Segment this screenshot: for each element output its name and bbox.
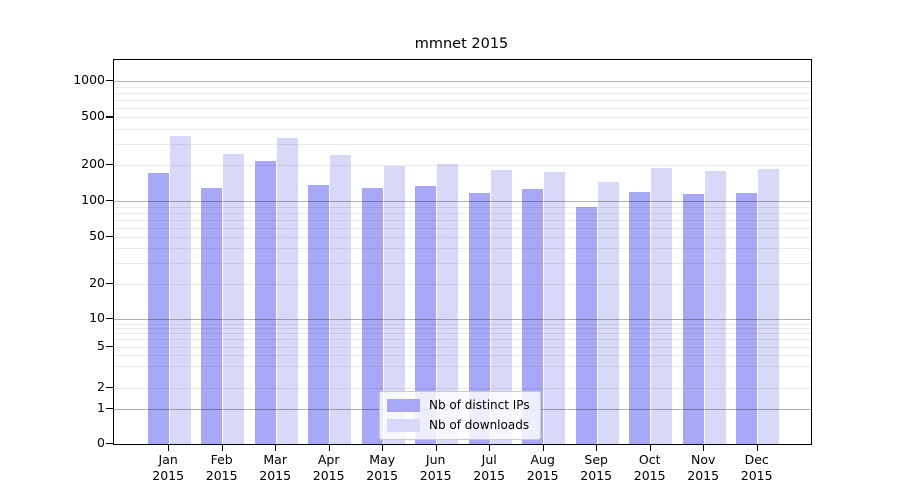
y-tick-mark-5 [106, 346, 113, 348]
bar-downloads-apr [330, 155, 352, 445]
bars-layer [114, 60, 811, 445]
x-tick-mark-apr [328, 444, 330, 451]
x-tick-label-mar: Mar 2015 [259, 452, 292, 483]
y-tick-mark-1000 [106, 80, 113, 82]
legend-label-downloads: Nb of downloads [429, 418, 530, 432]
y-tick-label-20: 20 [89, 274, 105, 290]
y-tick-mark-10 [106, 318, 113, 320]
x-tick-label-nov: Nov 2015 [687, 452, 720, 483]
y-tick-label-100: 100 [81, 192, 105, 208]
legend-item-distinct-ips: Nb of distinct IPs [387, 398, 530, 412]
legend-swatch-downloads [387, 418, 420, 432]
x-tick-mark-may [382, 444, 384, 451]
y-tick-mark-2 [106, 386, 113, 388]
x-tick-mark-mar [275, 444, 277, 451]
y-tick-mark-20 [106, 282, 113, 284]
y-tick-mark-1 [106, 408, 113, 410]
y-tick-label-500: 500 [81, 108, 105, 124]
y-tick-label-1: 1 [97, 400, 105, 416]
x-tick-label-jul: Jul 2015 [473, 452, 506, 483]
bar-distinct-ips-feb [201, 187, 223, 445]
x-tick-label-dec: Dec 2015 [740, 452, 773, 483]
bar-distinct-ips-oct [629, 192, 651, 445]
bar-downloads-sep [597, 181, 619, 445]
x-tick-label-apr: Apr 2015 [312, 452, 345, 483]
x-tick-label-oct: Oct 2015 [633, 452, 666, 483]
x-tick-label-sep: Sep 2015 [580, 452, 613, 483]
y-tick-mark-50 [106, 235, 113, 237]
x-tick-mark-sep [596, 444, 598, 451]
bar-distinct-ips-aug [522, 189, 544, 445]
bar-downloads-jan [169, 136, 191, 445]
bar-downloads-jul [490, 170, 512, 445]
x-tick-mark-aug [542, 444, 544, 451]
y-tick-label-200: 200 [81, 156, 105, 172]
y-tick-label-10: 10 [89, 310, 105, 326]
bar-downloads-jun [437, 164, 459, 445]
x-tick-mark-dec [756, 444, 758, 451]
y-tick-mark-500 [106, 116, 113, 118]
y-tick-mark-0 [106, 443, 113, 445]
x-tick-mark-feb [221, 444, 223, 451]
bar-downloads-oct [651, 167, 673, 445]
y-tick-label-5: 5 [97, 338, 105, 353]
x-tick-mark-jul [489, 444, 491, 451]
y-tick-label-1000: 1000 [73, 72, 105, 88]
bar-distinct-ips-mar [254, 160, 276, 445]
x-tick-label-jun: Jun 2015 [419, 452, 452, 483]
bar-downloads-dec [758, 169, 780, 445]
legend-item-downloads: Nb of downloads [387, 418, 530, 432]
x-tick-mark-nov [703, 444, 705, 451]
bar-downloads-feb [223, 153, 245, 445]
x-tick-mark-jan [168, 444, 170, 451]
y-tick-label-0: 0 [97, 435, 105, 451]
bar-downloads-may [383, 166, 405, 445]
bar-distinct-ips-sep [575, 206, 597, 445]
legend: Nb of distinct IPs Nb of downloads [379, 391, 541, 440]
x-tick-label-jan: Jan 2015 [152, 452, 185, 483]
bar-distinct-ips-jan [147, 172, 169, 445]
bar-downloads-mar [276, 138, 298, 445]
legend-swatch-distinct-ips [387, 398, 420, 412]
bar-downloads-nov [704, 170, 726, 445]
bar-distinct-ips-dec [736, 193, 758, 445]
bar-distinct-ips-apr [308, 184, 330, 445]
x-tick-mark-jun [435, 444, 437, 451]
bar-distinct-ips-jun [415, 186, 437, 445]
y-tick-label-2: 2 [97, 378, 105, 394]
plot-area: Nb of distinct IPs Nb of downloads [113, 59, 812, 445]
y-tick-label-50: 50 [89, 227, 105, 243]
x-tick-mark-oct [649, 444, 651, 451]
x-tick-label-feb: Feb 2015 [205, 452, 238, 483]
legend-label-distinct-ips: Nb of distinct IPs [429, 398, 530, 412]
bar-downloads-aug [544, 171, 566, 445]
bar-distinct-ips-nov [682, 194, 704, 445]
bar-distinct-ips-jul [468, 193, 490, 445]
y-tick-mark-200 [106, 164, 113, 166]
y-tick-mark-100 [106, 200, 113, 202]
x-tick-label-may: May 2015 [366, 452, 399, 483]
chart-title: mmnet 2015 [414, 36, 509, 52]
x-tick-label-aug: Aug 2015 [526, 452, 559, 483]
bar-distinct-ips-may [361, 187, 383, 445]
